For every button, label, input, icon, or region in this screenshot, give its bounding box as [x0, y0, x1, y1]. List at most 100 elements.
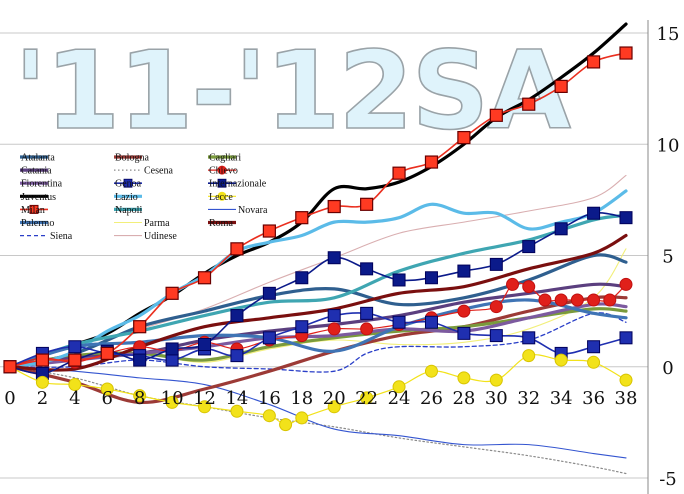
- data-point: [35, 353, 50, 367]
- legend-item-udinese: Udinese: [114, 231, 177, 242]
- legend-item-milan: Milan: [20, 204, 48, 216]
- data-point: [489, 257, 503, 271]
- x-tick-label: 26: [420, 388, 443, 409]
- chart-title: '11-'12SA: [14, 29, 571, 154]
- data-point: [360, 262, 374, 276]
- x-tick-label: 8: [134, 388, 145, 409]
- data-point: [522, 240, 536, 254]
- legend-label: Catania: [21, 166, 52, 177]
- legend-item-lecce: Lecce: [208, 191, 236, 203]
- series-line-novara: [9, 366, 627, 459]
- legend-label: Milan: [21, 205, 45, 216]
- legend-label: Cesena: [144, 166, 173, 177]
- data-point: [586, 55, 601, 69]
- legend-item-genoa: Genoa: [114, 179, 142, 190]
- data-point: [133, 353, 147, 367]
- legend-item-palermo: Palermo: [20, 218, 54, 229]
- data-point: [587, 355, 601, 369]
- data-point: [295, 411, 309, 425]
- legend-label: Juventus: [21, 192, 56, 203]
- data-point: [587, 293, 601, 307]
- legend-item-chievo: Chievo: [208, 165, 238, 177]
- legend-item-bologna: Bologna: [114, 153, 149, 164]
- x-tick-label: 10: [161, 388, 184, 409]
- legend-label: Udinese: [144, 231, 177, 242]
- data-point: [165, 342, 179, 356]
- data-point: [68, 340, 82, 354]
- data-point: [327, 251, 341, 265]
- data-point: [619, 373, 633, 387]
- data-point: [522, 97, 536, 111]
- y-tick-label: 10: [657, 135, 680, 156]
- data-point: [100, 346, 114, 360]
- data-point: [198, 400, 212, 414]
- legend-label: Roma: [209, 218, 233, 229]
- y-tick-label: 0: [662, 358, 673, 379]
- data-point: [327, 322, 341, 336]
- x-tick-label: 36: [582, 388, 605, 409]
- data-point: [489, 329, 503, 343]
- data-point: [554, 293, 568, 307]
- data-point: [197, 271, 212, 285]
- data-point: [603, 293, 617, 307]
- legend-marker: [217, 191, 227, 201]
- x-tick-label: 4: [69, 388, 80, 409]
- data-point: [295, 271, 309, 285]
- legend-label: Atalanta: [21, 153, 55, 164]
- data-point: [35, 375, 49, 389]
- x-tick-label: 20: [323, 388, 346, 409]
- data-point: [522, 280, 536, 294]
- data-point: [100, 382, 114, 396]
- data-point: [327, 400, 341, 414]
- data-point: [489, 300, 503, 314]
- legend-label: Parma: [144, 218, 170, 229]
- x-tick-label: 14: [225, 388, 248, 409]
- x-tick-label: 22: [355, 388, 378, 409]
- legend-item-roma: Roma: [208, 218, 236, 229]
- legend-label: Internazionale: [209, 179, 267, 190]
- legend-marker: [123, 178, 133, 188]
- data-point: [262, 331, 276, 345]
- series-lazio: [8, 189, 628, 369]
- data-point: [619, 211, 633, 225]
- data-point: [392, 380, 406, 394]
- legend-item-novara: Novara: [208, 205, 268, 216]
- data-point: [457, 264, 471, 278]
- data-point: [570, 293, 584, 307]
- legend-label: Genoa: [115, 179, 142, 190]
- legend-item-parma: Parma: [114, 218, 170, 229]
- data-point: [230, 349, 244, 363]
- series-cesena: [9, 366, 627, 475]
- x-tick-label: 18: [290, 388, 313, 409]
- legend-item-cesena: Cesena: [114, 166, 173, 177]
- data-point: [554, 353, 568, 367]
- x-tick-label: 6: [102, 388, 113, 409]
- data-point: [457, 130, 471, 145]
- legend-item-cagliari: Cagliari: [208, 153, 241, 164]
- x-tick-label: 24: [388, 388, 411, 409]
- series-line-lazio: [8, 189, 628, 369]
- data-point: [587, 206, 601, 220]
- data-point: [522, 349, 536, 363]
- legend-item-catania: Catania: [20, 166, 52, 177]
- data-point: [392, 273, 406, 287]
- data-point: [457, 371, 471, 385]
- data-point: [68, 378, 82, 392]
- y-tick-label: 5: [662, 247, 673, 268]
- x-tick-label: 34: [550, 388, 573, 409]
- data-point: [554, 79, 568, 94]
- data-point: [424, 155, 439, 169]
- x-tick-label: 0: [4, 388, 15, 409]
- y-tick-label: -5: [659, 469, 677, 490]
- data-point: [133, 389, 147, 403]
- data-point: [587, 340, 601, 354]
- x-tick-label: 30: [485, 388, 508, 409]
- x-tick-label: 32: [517, 388, 540, 409]
- data-point: [295, 211, 309, 225]
- series-line-napoli: [8, 213, 628, 369]
- data-point: [262, 286, 276, 300]
- chart-grid: [0, 20, 649, 494]
- data-point: [279, 418, 293, 432]
- data-point: [538, 293, 552, 307]
